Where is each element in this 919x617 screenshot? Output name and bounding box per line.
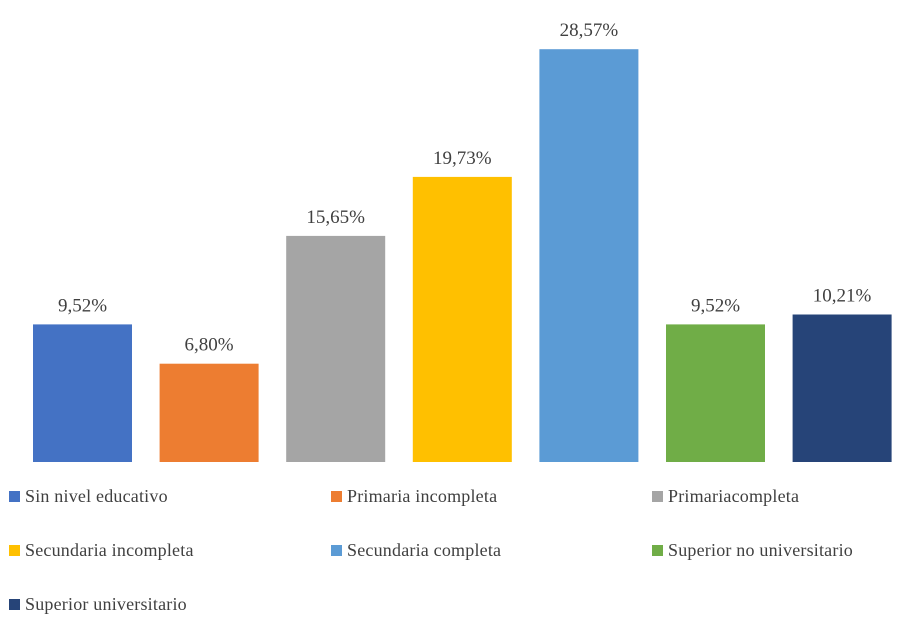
bar-secundaria-completa — [539, 49, 639, 462]
bar-primariacompleta — [286, 235, 386, 462]
data-label-primaria-incompleta: 6,80% — [185, 335, 234, 356]
bar-superior-no-universitario — [666, 324, 765, 462]
data-label-primariacompleta: 15,65% — [306, 207, 365, 228]
data-label-secundaria-incompleta: 19,73% — [433, 148, 492, 169]
bar-superior-universitario — [792, 314, 892, 462]
data-label-secundaria-completa: 28,57% — [560, 20, 619, 41]
data-label-sin-nivel-educativo: 9,52% — [58, 295, 107, 316]
bar-secundaria-incompleta — [412, 176, 512, 462]
bars-group — [33, 49, 892, 462]
bar-primaria-incompleta — [159, 363, 259, 462]
bar-sin-nivel-educativo — [33, 324, 132, 462]
data-labels-group: 9,52% 6,80% 15,65% 19,73% 28,57% 9,52% 10,21% — [58, 20, 872, 356]
data-label-superior-no-universitario: 9,52% — [691, 295, 740, 316]
data-label-superior-universitario: 10,21% — [813, 286, 872, 307]
